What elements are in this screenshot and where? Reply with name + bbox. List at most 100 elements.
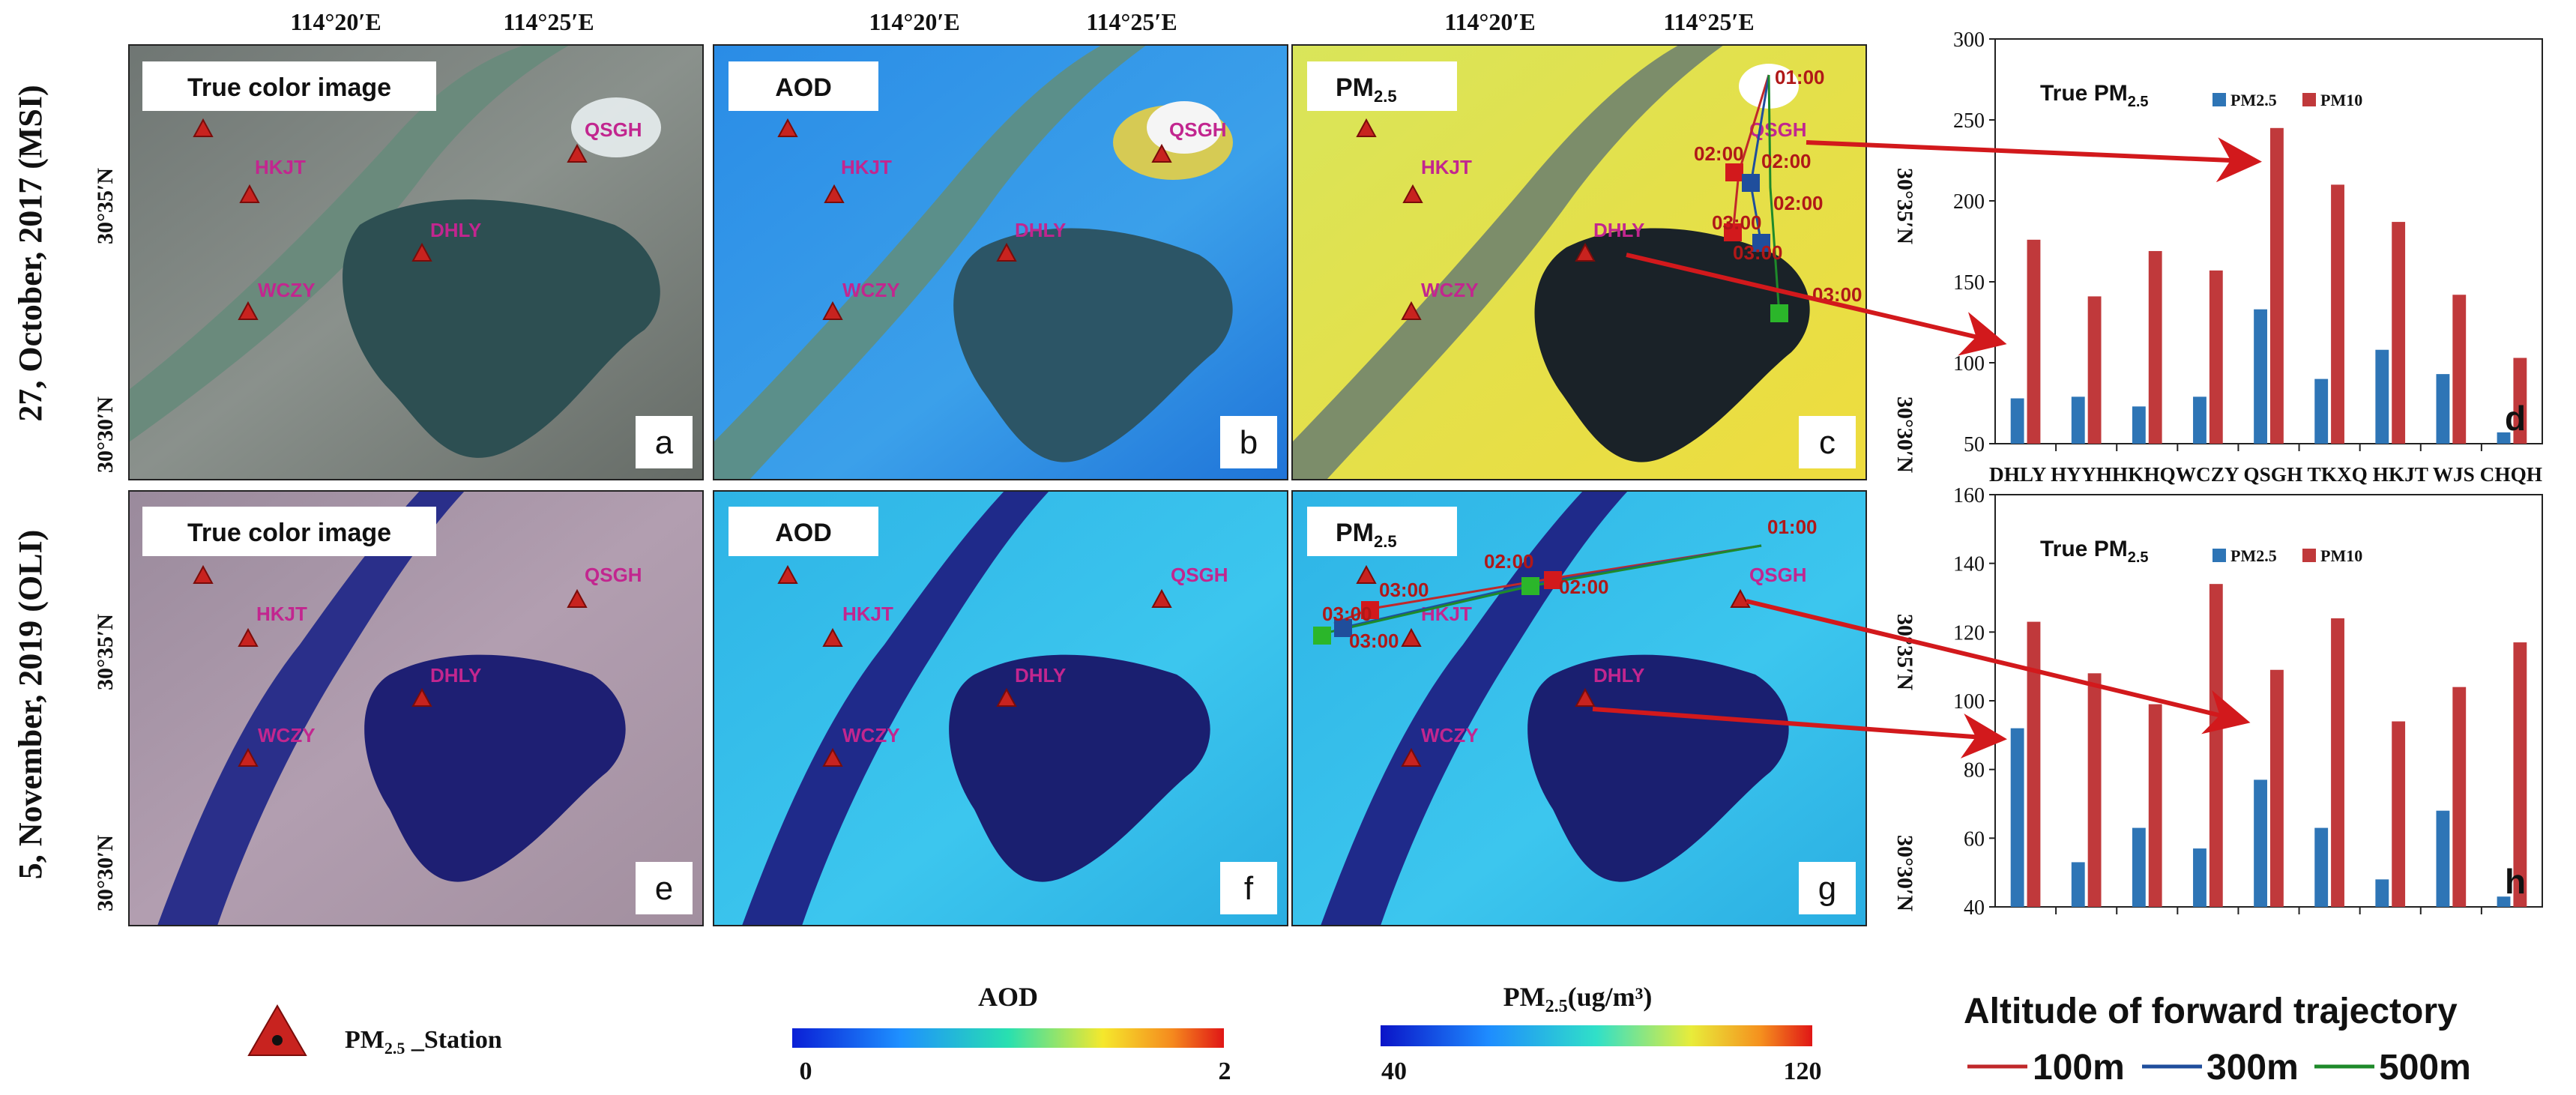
map-panel-b: AOD b QSGH HKJT DHLY WCZY [714, 45, 1288, 480]
station-marker-icon [1575, 242, 1596, 262]
lon-tick-label: 114°25′E [1663, 8, 1754, 35]
trajectory-marker [1361, 601, 1379, 619]
y-tick-label: 60 [1964, 827, 1985, 851]
station-marker-icon [1401, 301, 1422, 320]
pm-colorbar-max: 120 [1784, 1058, 1822, 1085]
chart-title: True PM2.5 [2040, 81, 2149, 110]
panel-title: PM2.5 [1336, 73, 1397, 106]
y-tick-label: 200 [1953, 190, 1985, 214]
station-label: HKJT [256, 603, 307, 625]
aod-colorbar-legend: AOD 0 2 [792, 982, 1231, 1085]
bar-pm10 [2209, 270, 2223, 444]
lat-tick-label: 30°30′N [1892, 396, 1917, 473]
lat-tick-label: 30°30′N [1892, 835, 1917, 911]
station-marker-icon [238, 627, 259, 647]
lat-tick-label: 30°30′N [93, 835, 118, 911]
panel-title-box [729, 507, 878, 556]
y-tick-label: 50 [1964, 433, 1985, 456]
trajectory-legend: Altitude of forward trajectory 100m 300m… [1964, 992, 2471, 1088]
lat-tick-label: 30°35′N [1892, 168, 1917, 244]
trajectory-marker [1334, 619, 1352, 637]
pm-colorbar-title: PM2.5(ug/m³) [1503, 982, 1653, 1016]
bar-chart-d: 50 100 150 200 250 300 DHLY HYYHHKHQWCZY QSGH … [1953, 28, 2543, 486]
trajectory-markers [1724, 163, 1788, 322]
trajectory-legend-label: 100m [2033, 1048, 2125, 1088]
map-panel-e: True color image e QSGH HKJT DHLY WCZY [129, 491, 703, 926]
lon-tick-label: 114°20′E [290, 8, 381, 35]
station-label: DHLY [1015, 664, 1066, 687]
station-marker-icon [411, 687, 432, 707]
cloud [1147, 101, 1222, 154]
bar-pm10 [2270, 127, 2284, 444]
station-markers [193, 118, 588, 320]
station-marker-icon [1356, 118, 1377, 137]
bar-pm10 [2148, 704, 2162, 907]
station-marker-icon [567, 143, 588, 163]
y-tick-label: 100 [1953, 690, 1985, 714]
trajectory-500m [1767, 74, 1781, 316]
trajectory-time: 03:00 [1349, 630, 1399, 652]
station-label: QSGH [1749, 564, 1807, 586]
lon-tick-label: 114°20′E [869, 8, 959, 35]
panel-title: PM2.5 [1336, 519, 1397, 551]
bar-pm10 [2087, 296, 2102, 444]
bar-pm10 [2148, 250, 2162, 444]
chart-title: True PM2.5 [2040, 537, 2149, 566]
bar-pm25 [2132, 827, 2146, 907]
legend-swatch-pm10 [2302, 549, 2316, 562]
left-lat-ticks: 30°35′N 30°30′N 30°35′N 30°30′N [93, 168, 118, 911]
panel-letter-box [636, 416, 693, 468]
station-markers [777, 118, 1172, 320]
station-label: DHLY [430, 664, 481, 687]
bar-pm25 [2497, 432, 2511, 444]
bar-pm25 [2071, 396, 2085, 444]
station-labels: QSGH HKJT DHLY WCZY [1421, 118, 1807, 301]
station-labels: QSGH HKJT DHLY WCZY [841, 118, 1227, 301]
trajectory-time: 02:00 [1694, 142, 1744, 165]
panel-letter: c [1819, 424, 1836, 461]
right-lat-ticks: 30°35′N 30°30′N 30°35′N 30°30′N [1892, 168, 1917, 911]
bar-pm25 [2254, 779, 2267, 907]
station-label: HKJT [1421, 156, 1472, 178]
panel-letter: f [1244, 870, 1254, 907]
y-tick-label: 100 [1953, 352, 1985, 375]
station-labels: QSGH HKJT DHLY WCZY [256, 564, 642, 746]
row-label-bottom: 5, November, 2019 (OLI) [12, 530, 49, 879]
trajectory-legend-label: 500m [2379, 1048, 2471, 1088]
bar-pm10 [2513, 642, 2527, 907]
map-panel-a: True color image a QSGH HKJT DHLY WCZY [129, 45, 703, 480]
plot-area [1994, 38, 2543, 444]
bar-pm25 [2132, 406, 2146, 444]
y-tick-label: 80 [1964, 759, 1985, 782]
station-label: QSGH [585, 564, 642, 586]
panel-title-main: PM [1336, 73, 1374, 102]
aod-colorbar-min: 0 [800, 1058, 812, 1085]
panel-title-sub: 2.5 [1374, 532, 1397, 551]
pm-colorbar-legend: PM2.5(ug/m³) 40 120 [1381, 982, 1822, 1085]
lake [364, 654, 626, 882]
trajectory-marker [1521, 577, 1539, 595]
panel-border [128, 44, 704, 480]
panel-letter-box [1220, 416, 1277, 468]
bar-pm25 [2010, 398, 2024, 444]
map-panel-c: PM2.5 c QSGH HKJT DHLY WCZY 01:0 [1292, 45, 1866, 480]
panel-title-sub: 2.5 [1374, 87, 1397, 106]
panel-border [128, 490, 704, 926]
station-label: WCZY [258, 279, 316, 301]
bar-pm10 [2392, 721, 2406, 907]
y-tick-label: 300 [1953, 28, 1985, 52]
trajectory-time-labels: 01:00 02:00 02:00 03:00 03:00 03:00 [1322, 516, 1818, 652]
bar-pm25 [2071, 862, 2085, 907]
panel-title-box [142, 61, 436, 111]
station-marker-icon [1401, 627, 1422, 647]
lat-tick-label: 30°35′N [1892, 614, 1917, 690]
trajectory-time: 02:00 [1484, 550, 1534, 573]
trajectory-marker [1313, 627, 1331, 645]
station-marker-icon [1356, 564, 1377, 584]
trajectory-time: 02:00 [1761, 150, 1812, 172]
station-label: QSGH [585, 118, 642, 141]
station-marker-icon [1402, 184, 1423, 203]
aod-colorbar-title: AOD [978, 982, 1038, 1012]
lake [343, 199, 660, 458]
panel-title: True color image [187, 519, 391, 547]
